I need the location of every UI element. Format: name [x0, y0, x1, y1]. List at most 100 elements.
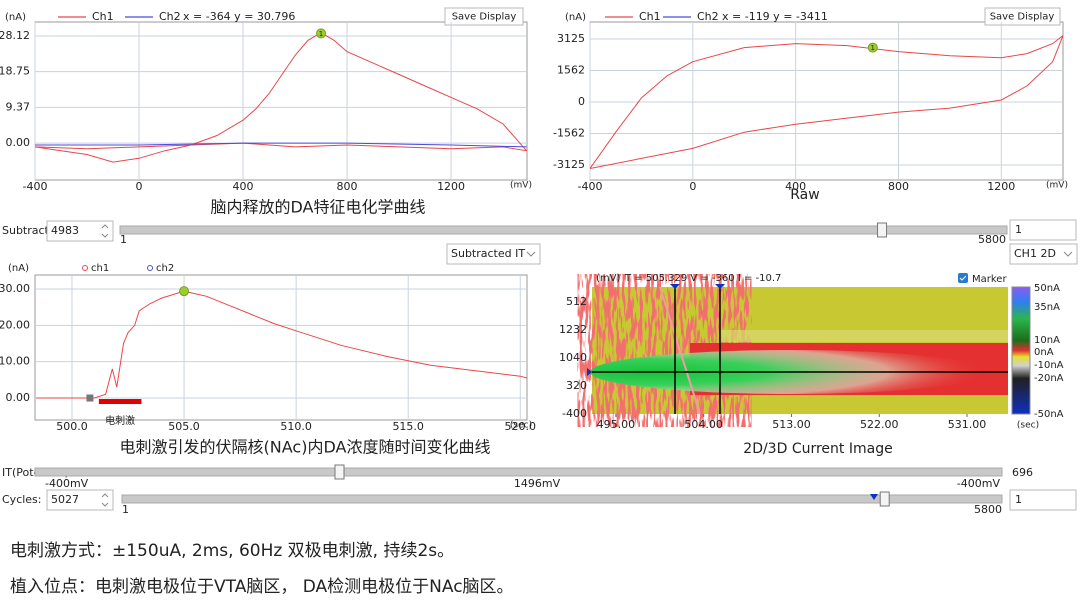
- x-axis-label: (sec): [510, 421, 532, 431]
- input-value: 1: [1015, 493, 1022, 506]
- legend-label: Ch2: [159, 10, 181, 23]
- x-tick-label: 400: [785, 180, 806, 193]
- readout: T = 505.329 V = -360 I = -10.7: [624, 273, 781, 284]
- y-tick-label: 9.37: [6, 100, 31, 113]
- save-button[interactable]: [984, 7, 1061, 26]
- start-marker: [86, 394, 94, 402]
- y-tick-label: 1040: [559, 351, 587, 364]
- y-tick-label: 10.00: [0, 355, 30, 368]
- y-tick-label: 28.12: [0, 29, 30, 42]
- y-tick-label: 30.00: [0, 282, 30, 295]
- stimulus-label: 电刺激: [105, 414, 135, 427]
- x-tick-label: 504.00: [684, 418, 723, 431]
- slider-min: 1: [122, 503, 129, 516]
- input[interactable]: [1009, 489, 1077, 511]
- legend-label: Ch2: [697, 10, 719, 23]
- y-unit: (nA): [565, 12, 586, 23]
- legend-swatch: [82, 265, 88, 271]
- slider-max: 5800: [974, 503, 1002, 516]
- x-tick-label: 510.0: [280, 420, 312, 433]
- slider-flag: [870, 494, 878, 500]
- note: 植入位点：电刺激电极位于VTA脑区， DA检测电极位于NAc脑区。: [10, 577, 514, 597]
- legend-label: Ch1: [92, 10, 114, 23]
- series-line: [35, 142, 527, 148]
- readout: x = -364 y = 30.796: [183, 10, 295, 23]
- y-unit: (nA): [5, 12, 26, 23]
- dropdown[interactable]: [446, 243, 541, 265]
- y-tick-label: 0.00: [6, 136, 31, 149]
- input[interactable]: [1009, 219, 1077, 241]
- slider-thumb[interactable]: [877, 222, 888, 238]
- y-tick-label: 3125: [557, 32, 585, 45]
- legend-label: ch2: [156, 263, 174, 274]
- input-value: 4983: [51, 224, 79, 237]
- button-label: Save Display: [990, 12, 1055, 23]
- y-unit: (nA): [8, 263, 29, 274]
- control-label: Cycles:: [2, 493, 42, 506]
- x-tick-label: -400: [23, 180, 48, 193]
- dropdown-value: CH1 2D: [1014, 247, 1056, 260]
- colorbar-label: 0nA: [1034, 347, 1054, 358]
- x-tick-label: 513.00: [772, 418, 811, 431]
- note: 电刺激方式：±150uA, 2ms, 60Hz 双极电刺激, 持续2s。: [10, 541, 454, 561]
- x-axis-label: (mV): [1046, 181, 1068, 191]
- input[interactable]: [46, 489, 114, 511]
- colorbar-label: 10nA: [1034, 335, 1060, 346]
- input[interactable]: [46, 220, 114, 242]
- heatmap-image: [587, 273, 1031, 415]
- y-tick-label: -1562: [553, 126, 585, 139]
- x-axis-label: (sec): [1017, 421, 1039, 431]
- slider-mark: 1496mV: [514, 477, 561, 490]
- x-tick-label: 505.0: [168, 420, 200, 433]
- legend-label: ch1: [91, 263, 109, 274]
- x-tick-label: 520.0: [505, 420, 537, 433]
- x-tick-label: 500.0: [56, 420, 88, 433]
- slider-value: 696: [1012, 466, 1033, 479]
- dropdown-value: Subtracted IT: [451, 247, 525, 260]
- slider-track[interactable]: [121, 494, 1003, 504]
- chart-caption: 脑内释放的DA特征电化学曲线: [211, 198, 426, 217]
- colorbar-label: -50nA: [1034, 409, 1064, 420]
- slider-track[interactable]: [34, 467, 1003, 477]
- y-tick-label: 0.00: [6, 391, 31, 404]
- y-tick-label: 320: [566, 379, 587, 392]
- series-line: [590, 34, 1063, 169]
- x-tick-label: 400: [233, 180, 254, 193]
- plot-area: [34, 21, 528, 181]
- x-tick-label: 800: [888, 180, 909, 193]
- dropdown[interactable]: [1009, 243, 1078, 265]
- plot: [35, 32, 527, 163]
- legend-swatch: [147, 265, 153, 271]
- x-tick-label: 1200: [437, 180, 465, 193]
- cursor-marker-label: 1: [871, 44, 875, 52]
- x-tick-label: 800: [337, 180, 358, 193]
- slider-track[interactable]: [119, 225, 1008, 235]
- button-label: Save Display: [452, 12, 517, 23]
- chart-caption: 2D/3D Current Image: [743, 441, 892, 457]
- slider-mark: -400mV: [45, 477, 89, 490]
- x-tick-label: 495.00: [597, 418, 636, 431]
- input-value: 1: [1015, 223, 1022, 236]
- x-tick-label: 0: [136, 180, 143, 193]
- readout: x = -119 y = -3411: [722, 10, 828, 23]
- y-tick-label: 0: [578, 95, 585, 108]
- slider-thumb[interactable]: [334, 464, 345, 480]
- series-line: [35, 32, 527, 163]
- y-tick-label: 18.75: [0, 65, 30, 78]
- slider-thumb[interactable]: [879, 491, 890, 507]
- y-tick-label: -3125: [553, 158, 585, 171]
- chart-caption: Raw: [790, 187, 819, 203]
- cursor-marker: [316, 28, 327, 39]
- checkbox-label[interactable]: Marker: [972, 274, 1007, 285]
- y-tick-label: 1232: [559, 323, 587, 336]
- plot: [590, 34, 1063, 169]
- save-button[interactable]: [444, 7, 524, 26]
- input-value: 5027: [51, 493, 79, 506]
- colorbar-label: 35nA: [1034, 302, 1060, 313]
- colorbar-label: 50nA: [1034, 283, 1060, 294]
- y-tick-label: 20.00: [0, 318, 30, 331]
- y-tick-label: -400: [562, 407, 587, 420]
- plot-area: [34, 274, 528, 421]
- colorbar-label: -10nA: [1034, 360, 1064, 371]
